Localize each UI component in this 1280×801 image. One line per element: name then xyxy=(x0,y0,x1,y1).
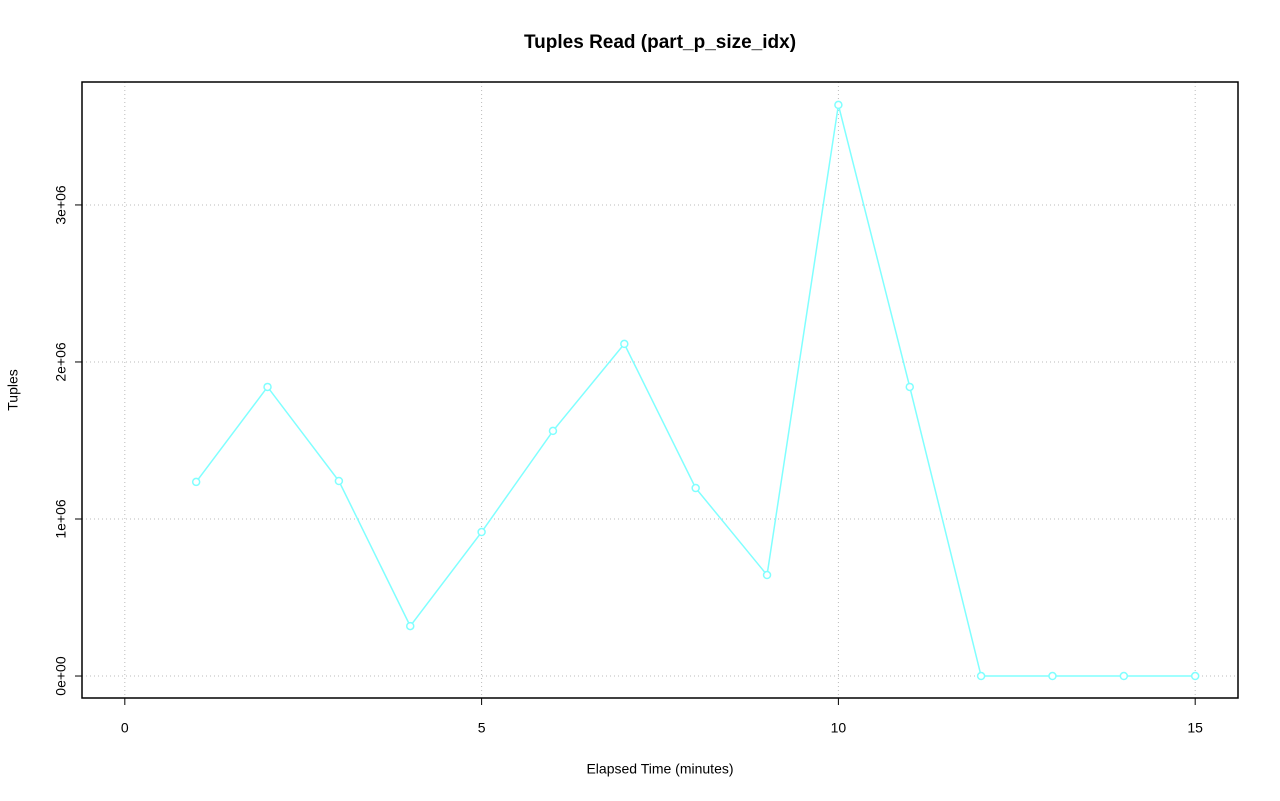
y-tick-label: 0e+00 xyxy=(53,656,69,696)
y-tick-label: 3e+06 xyxy=(53,185,69,225)
chart-title: Tuples Read (part_p_size_idx) xyxy=(524,32,796,53)
data-point xyxy=(620,339,629,349)
data-point xyxy=(691,483,700,493)
x-tick-label: 5 xyxy=(478,720,486,736)
y-tick-label: 1e+06 xyxy=(53,499,69,539)
data-point xyxy=(1119,671,1129,681)
data-point xyxy=(548,426,558,436)
data-point xyxy=(1048,671,1057,681)
data-point xyxy=(905,382,915,392)
data-point xyxy=(477,527,486,537)
x-tick-label: 10 xyxy=(831,720,847,736)
x-axis-label: Elapsed Time (minutes) xyxy=(586,761,733,777)
data-point xyxy=(405,621,415,631)
x-tick-label: 0 xyxy=(121,720,129,736)
data-point xyxy=(976,671,986,681)
y-tick-label: 2e+06 xyxy=(53,342,69,382)
data-point xyxy=(334,476,344,486)
data-point xyxy=(1190,671,1200,681)
x-tick-label: 15 xyxy=(1187,720,1203,736)
data-point xyxy=(834,100,843,110)
y-axis-label: Tuples xyxy=(5,369,21,411)
data-point xyxy=(762,570,772,580)
series-line xyxy=(195,104,1196,677)
data-point xyxy=(191,477,201,487)
plot-frame xyxy=(81,81,1239,699)
data-point xyxy=(263,382,272,392)
